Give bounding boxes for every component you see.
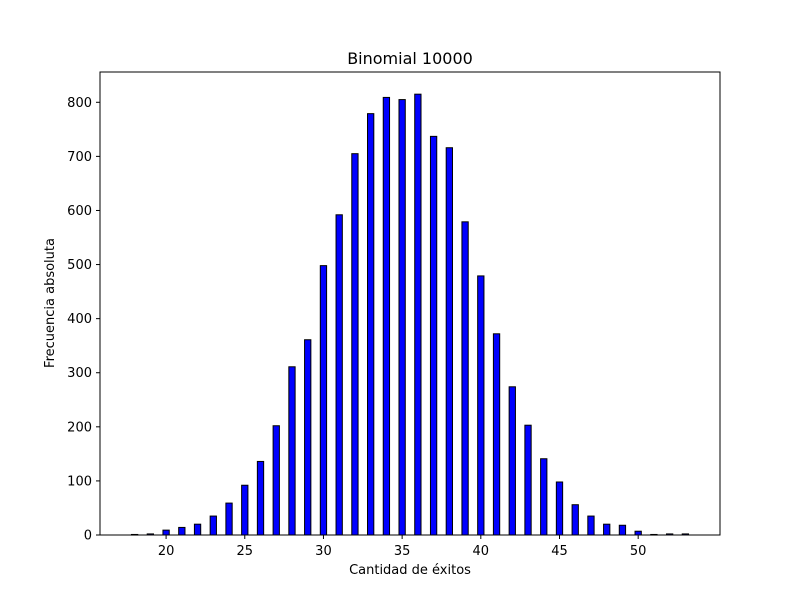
y-tick-label: 400 <box>67 312 92 327</box>
bar-32 <box>351 153 359 536</box>
bar-26 <box>256 460 265 536</box>
x-tick-label: 35 <box>394 544 411 559</box>
bar-47 <box>587 515 595 536</box>
bar-33 <box>367 113 375 536</box>
bar-45 <box>555 481 564 536</box>
y-tick-label: 700 <box>67 150 92 165</box>
x-tick-label: 40 <box>473 544 490 559</box>
bar-38 <box>445 147 453 536</box>
bar-37 <box>429 135 438 536</box>
y-axis-ticks: 0 100 200 300 400 500 600 700 800 <box>67 96 100 544</box>
bar-46 <box>571 504 579 536</box>
bar-29 <box>304 339 312 536</box>
bar-36 <box>414 93 422 536</box>
x-axis-ticks: 20 25 30 35 40 45 50 <box>158 535 647 559</box>
x-tick-label: 45 <box>551 544 568 559</box>
bar-21 <box>178 526 186 536</box>
bar-42 <box>508 386 516 536</box>
y-tick-label: 0 <box>84 529 92 544</box>
bar-43 <box>524 424 532 536</box>
bar-35 <box>398 99 406 536</box>
y-tick-label: 100 <box>67 474 92 489</box>
bar-30 <box>319 265 328 536</box>
bar-24 <box>225 502 233 536</box>
bar-41 <box>492 333 501 536</box>
x-tick-label: 25 <box>236 544 253 559</box>
y-tick-label: 500 <box>67 258 92 273</box>
bar-25 <box>241 484 249 536</box>
bar-31 <box>335 214 343 536</box>
y-axis-label: Frecuencia absoluta <box>43 238 58 368</box>
bar-40 <box>477 275 485 536</box>
x-tick-label: 30 <box>315 544 332 559</box>
bar-22 <box>193 523 202 536</box>
bar-49 <box>618 524 627 536</box>
bar-50 <box>634 530 642 536</box>
bar-44 <box>540 458 548 536</box>
bars <box>130 93 690 536</box>
y-tick-label: 600 <box>67 204 92 219</box>
y-tick-label: 800 <box>67 96 92 111</box>
bar-23 <box>209 515 217 536</box>
bar-27 <box>272 425 280 536</box>
y-tick-label: 200 <box>67 420 92 435</box>
x-tick-label: 20 <box>158 544 175 559</box>
bar-20 <box>162 529 170 536</box>
y-tick-label: 300 <box>67 366 92 381</box>
bar-39 <box>461 221 469 536</box>
x-axis-label: Cantidad de éxitos <box>349 563 471 578</box>
x-tick-label: 50 <box>630 544 647 559</box>
bar-34 <box>382 96 391 536</box>
chart-title: Binomial 10000 <box>347 49 473 68</box>
plot-frame <box>99 71 721 536</box>
bar-28 <box>288 366 296 536</box>
bar-48 <box>603 523 611 536</box>
